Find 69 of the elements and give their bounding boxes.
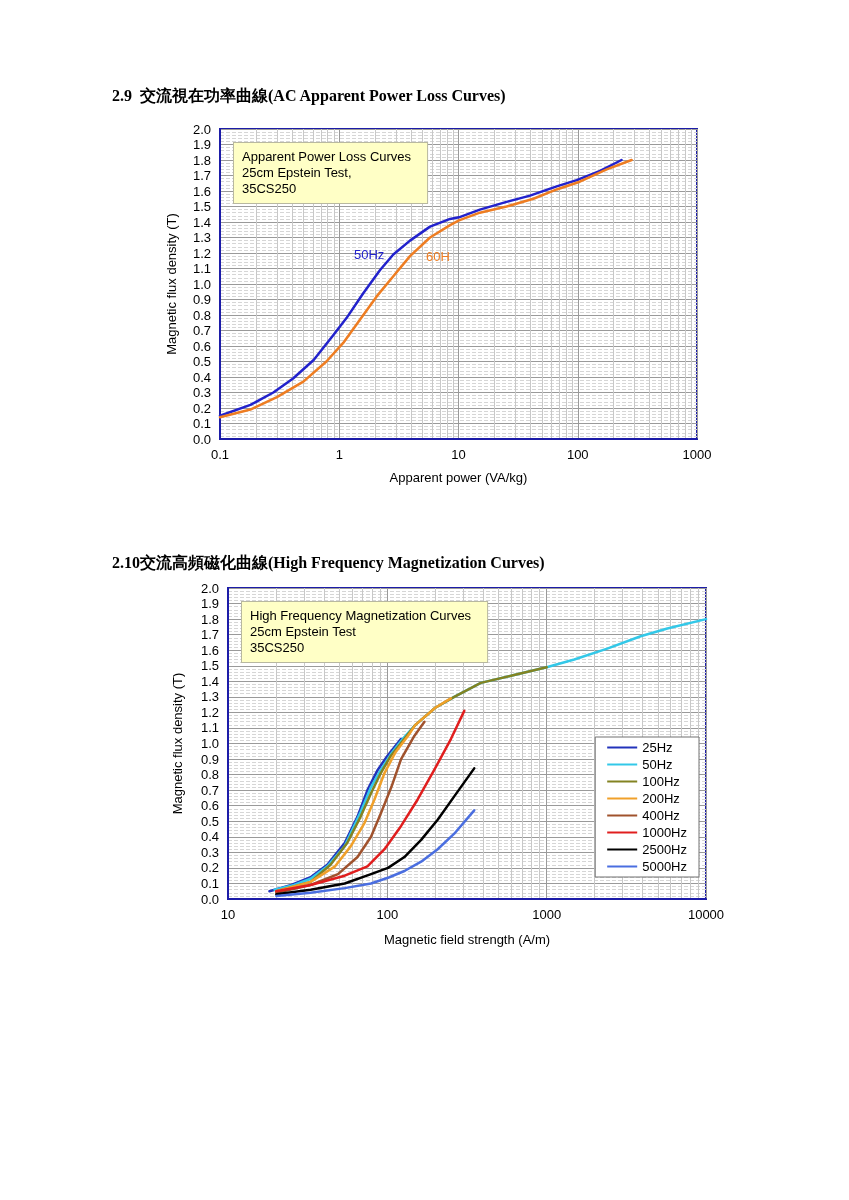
x-tick-label: 100 [376,907,399,922]
y-tick-label: 1.8 [200,611,219,627]
y-tick-label: 0.1 [200,875,219,891]
y-axis-title: Magnetic flux density (T) [170,672,185,815]
y-tick-label: 0.3 [192,385,211,400]
legend-label: 1000Hz [642,825,687,840]
x-tick-label: 1000 [532,907,562,922]
legend-label: 100Hz [642,774,680,789]
y-tick-label: 0.8 [192,307,211,323]
x-axis-title: Apparent power (VA/kg) [389,470,528,485]
y-tick-label: 0.8 [200,767,219,783]
y-tick-label: 2.0 [200,580,219,596]
y-tick-label: 1.1 [192,261,211,276]
legend-label: 400Hz [642,808,680,823]
y-tick-label: 0.6 [200,798,219,814]
y-tick-label: 1.9 [192,137,211,152]
y-tick-label: 1.2 [200,704,219,720]
x-axis-title: Magnetic field strength (A/m) [383,932,551,947]
y-tick-label: 1.9 [200,596,219,612]
y-tick-label: 0.7 [192,323,211,338]
legend-label: 2500Hz [642,842,687,857]
x-tick-label: 10 [220,907,236,922]
x-tick-label: 10000 [687,907,725,922]
x-tick-label: 1000 [682,447,712,462]
series-label: 50Hz [353,247,385,263]
y-tick-label: 0.7 [200,782,219,798]
y-tick-label: 0.5 [192,354,211,369]
y-tick-label: 1.1 [200,720,219,736]
x-tick-label: 10 [451,447,466,462]
y-tick-label: 0.5 [200,813,219,829]
x-tick-label: 100 [566,447,589,462]
x-tick-label: 0.1 [210,447,230,462]
y-axis-title: Magnetic flux density (T) [164,213,179,355]
legend-label: 25Hz [642,740,673,755]
y-tick-label: 0.2 [192,400,211,416]
y-tick-label: 1.7 [192,168,211,183]
chart-title: 2.9 交流視在功率曲線(AC Apparent Power Loss Curves) [112,85,506,105]
y-tick-label: 1.0 [200,736,219,751]
legend-label: 50Hz [642,757,673,772]
y-tick-label: 1.3 [192,230,211,245]
annotation: High Frequency Magnetization Curves 25cm Epstein Test 35CS250 [250,607,472,655]
y-tick-label: 1.8 [192,152,211,168]
y-tick-label: 0.2 [200,860,219,876]
y-tick-label: 1.4 [200,673,219,689]
y-tick-label: 0.0 [192,431,211,447]
y-tick-label: 1.2 [192,245,211,261]
y-tick-label: 0.9 [200,751,219,767]
series-label: 60H [426,248,450,264]
y-tick-label: 1.3 [200,689,219,705]
legend-label: 5000Hz [642,859,687,874]
y-tick-label: 1.6 [200,642,219,658]
y-tick-label: 0.1 [192,416,211,431]
x-tick-label: 1 [335,447,343,462]
chart-title: 2.10交流高頻磁化曲線(High Frequency Magnetization Curves) [112,552,545,572]
y-tick-label: 1.0 [192,276,211,292]
y-tick-label: 1.6 [192,183,211,199]
annotation: Apparent Power Loss Curves 25cm Epstein Test, 35CS250 [242,148,412,196]
y-tick-label: 0.4 [192,369,211,385]
y-tick-label: 1.5 [200,658,219,674]
y-tick-label: 0.6 [192,338,211,354]
y-tick-label: 0.3 [200,844,219,860]
y-tick-label: 0.4 [200,829,219,845]
y-tick-label: 1.4 [192,214,211,230]
y-tick-label: 0.9 [192,292,211,307]
y-tick-label: 1.5 [192,199,211,214]
y-tick-label: 0.0 [200,891,219,907]
legend-label: 200Hz [642,791,680,806]
y-tick-label: 2.0 [192,121,211,137]
y-tick-label: 1.7 [200,627,219,643]
